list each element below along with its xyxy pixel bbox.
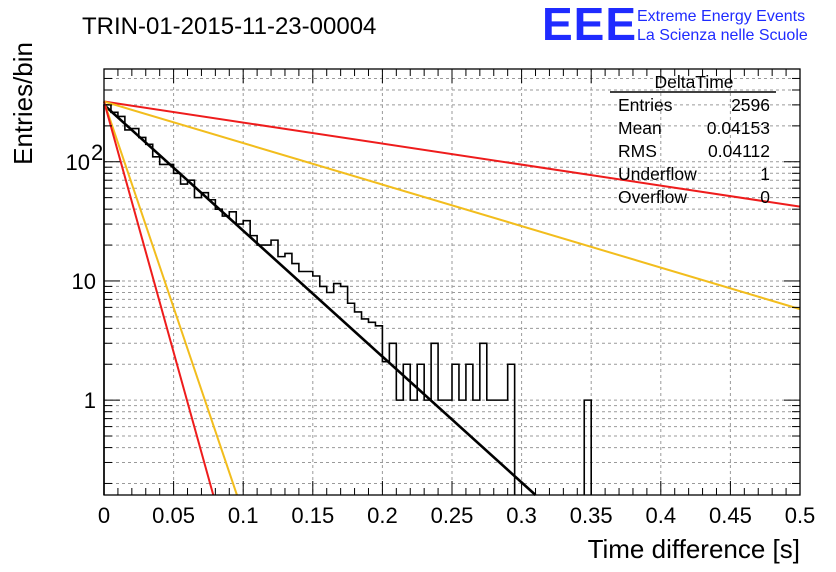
x-axis-label: Time difference [s] (588, 534, 800, 564)
x-tick-label: 0.35 (570, 503, 613, 528)
chart-title: TRIN-01-2015-11-23-00004 (82, 13, 376, 40)
x-tick-label: 0.05 (152, 503, 195, 528)
y-tick-label: 10 (66, 150, 90, 175)
y-tick-label: 1 (84, 388, 96, 413)
stats-value: 2596 (731, 95, 770, 115)
y-axis-label: Entries/bin (8, 42, 38, 165)
fit-line (103, 103, 537, 496)
stats-value: 1 (760, 164, 770, 184)
stats-label: Entries (618, 95, 673, 115)
fit-line (103, 100, 801, 208)
x-tick-label: 0.5 (785, 503, 816, 528)
brand-line-2: La Scienza nelle Scuole (637, 27, 808, 44)
stats-label: Underflow (618, 164, 697, 184)
stats-label: Overflow (618, 187, 687, 207)
brand-eee-logo: EEE (542, 0, 637, 50)
histogram-bin (583, 399, 592, 495)
histogram (103, 104, 592, 495)
axis-ticks: 0 0.05 0.1 0.15 0.2 0.25 0.3 0.35 0.4 0.45 0.51101… (66, 68, 816, 528)
x-tick-label: 0.3 (506, 503, 537, 528)
fit-line (103, 100, 801, 311)
x-tick-label: 0.25 (431, 503, 474, 528)
fit-lines (103, 100, 801, 496)
stats-label: Mean (618, 118, 662, 138)
x-tick-label: 0.1 (228, 503, 259, 528)
brand-logo: EEE Extreme Energy Events La Scienza nel… (542, 0, 808, 50)
stats-label: RMS (618, 141, 657, 161)
x-tick-label: 0 (98, 503, 110, 528)
fit-line (103, 101, 215, 496)
stats-value: 0.04112 (708, 141, 770, 161)
x-tick-label: 0.45 (709, 503, 752, 528)
y-tick-exponent: 2 (91, 140, 103, 165)
y-tick-label: 10 (72, 269, 96, 294)
brand-line-1: Extreme Energy Events (637, 8, 805, 25)
stats-value: 0.04153 (707, 118, 770, 138)
fit-line (103, 101, 238, 496)
x-tick-label: 0.4 (646, 503, 677, 528)
stats-title: DeltaTime (654, 72, 733, 92)
stats-box: DeltaTime Entries 2596 Mean 0.04153 RMS 0.041… (610, 72, 776, 207)
x-tick-label: 0.2 (367, 503, 398, 528)
x-tick-label: 0.15 (291, 503, 334, 528)
stats-value: 0 (760, 187, 770, 207)
histogram-outline (103, 104, 516, 495)
